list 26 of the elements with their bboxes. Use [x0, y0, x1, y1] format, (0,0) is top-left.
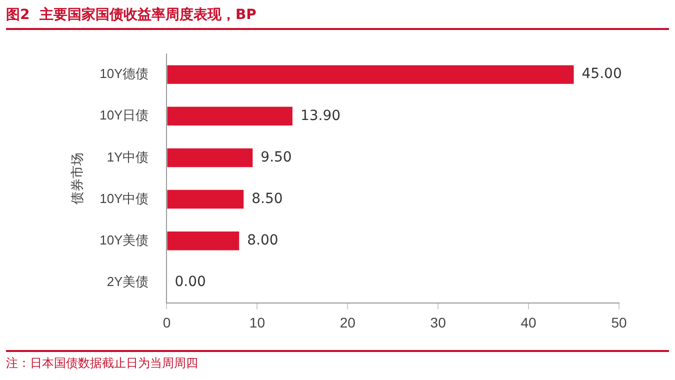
- data-label: 45.00: [582, 66, 622, 82]
- y-tick-label: 10Y日债: [100, 108, 149, 123]
- chart-title: 图2 主要国家国债收益率周度表现，BP: [6, 4, 669, 30]
- y-tick-label: 2Y美债: [106, 274, 149, 289]
- bar: [167, 190, 244, 209]
- y-tick-label: 1Y中债: [106, 149, 149, 164]
- y-tick-label: 10Y德债: [100, 66, 149, 82]
- data-label: 0.00: [174, 274, 206, 290]
- bar: [167, 148, 253, 168]
- y-tick-label: 10Y中债: [100, 190, 149, 206]
- x-tick-label: 20: [340, 314, 356, 330]
- bar: [167, 65, 574, 84]
- data-label: 9.50: [260, 149, 292, 166]
- x-tick-label: 10: [249, 314, 266, 330]
- x-tick-label: 40: [520, 314, 537, 330]
- y-axis-title: 债券市场: [69, 152, 84, 204]
- data-label: 8.00: [247, 232, 278, 248]
- data-label: 8.50: [252, 190, 283, 207]
- data-label: 13.90: [300, 108, 341, 124]
- bar: [167, 106, 292, 126]
- x-tick-label: 0: [162, 314, 171, 330]
- text: 注：日本国债数据截止日为当周周四: [6, 350, 669, 372]
- x-tick-label: 30: [430, 314, 446, 330]
- bar: [167, 232, 240, 250]
- x-tick-label: 50: [611, 314, 627, 330]
- y-tick-label: 10Y美债: [100, 232, 149, 248]
